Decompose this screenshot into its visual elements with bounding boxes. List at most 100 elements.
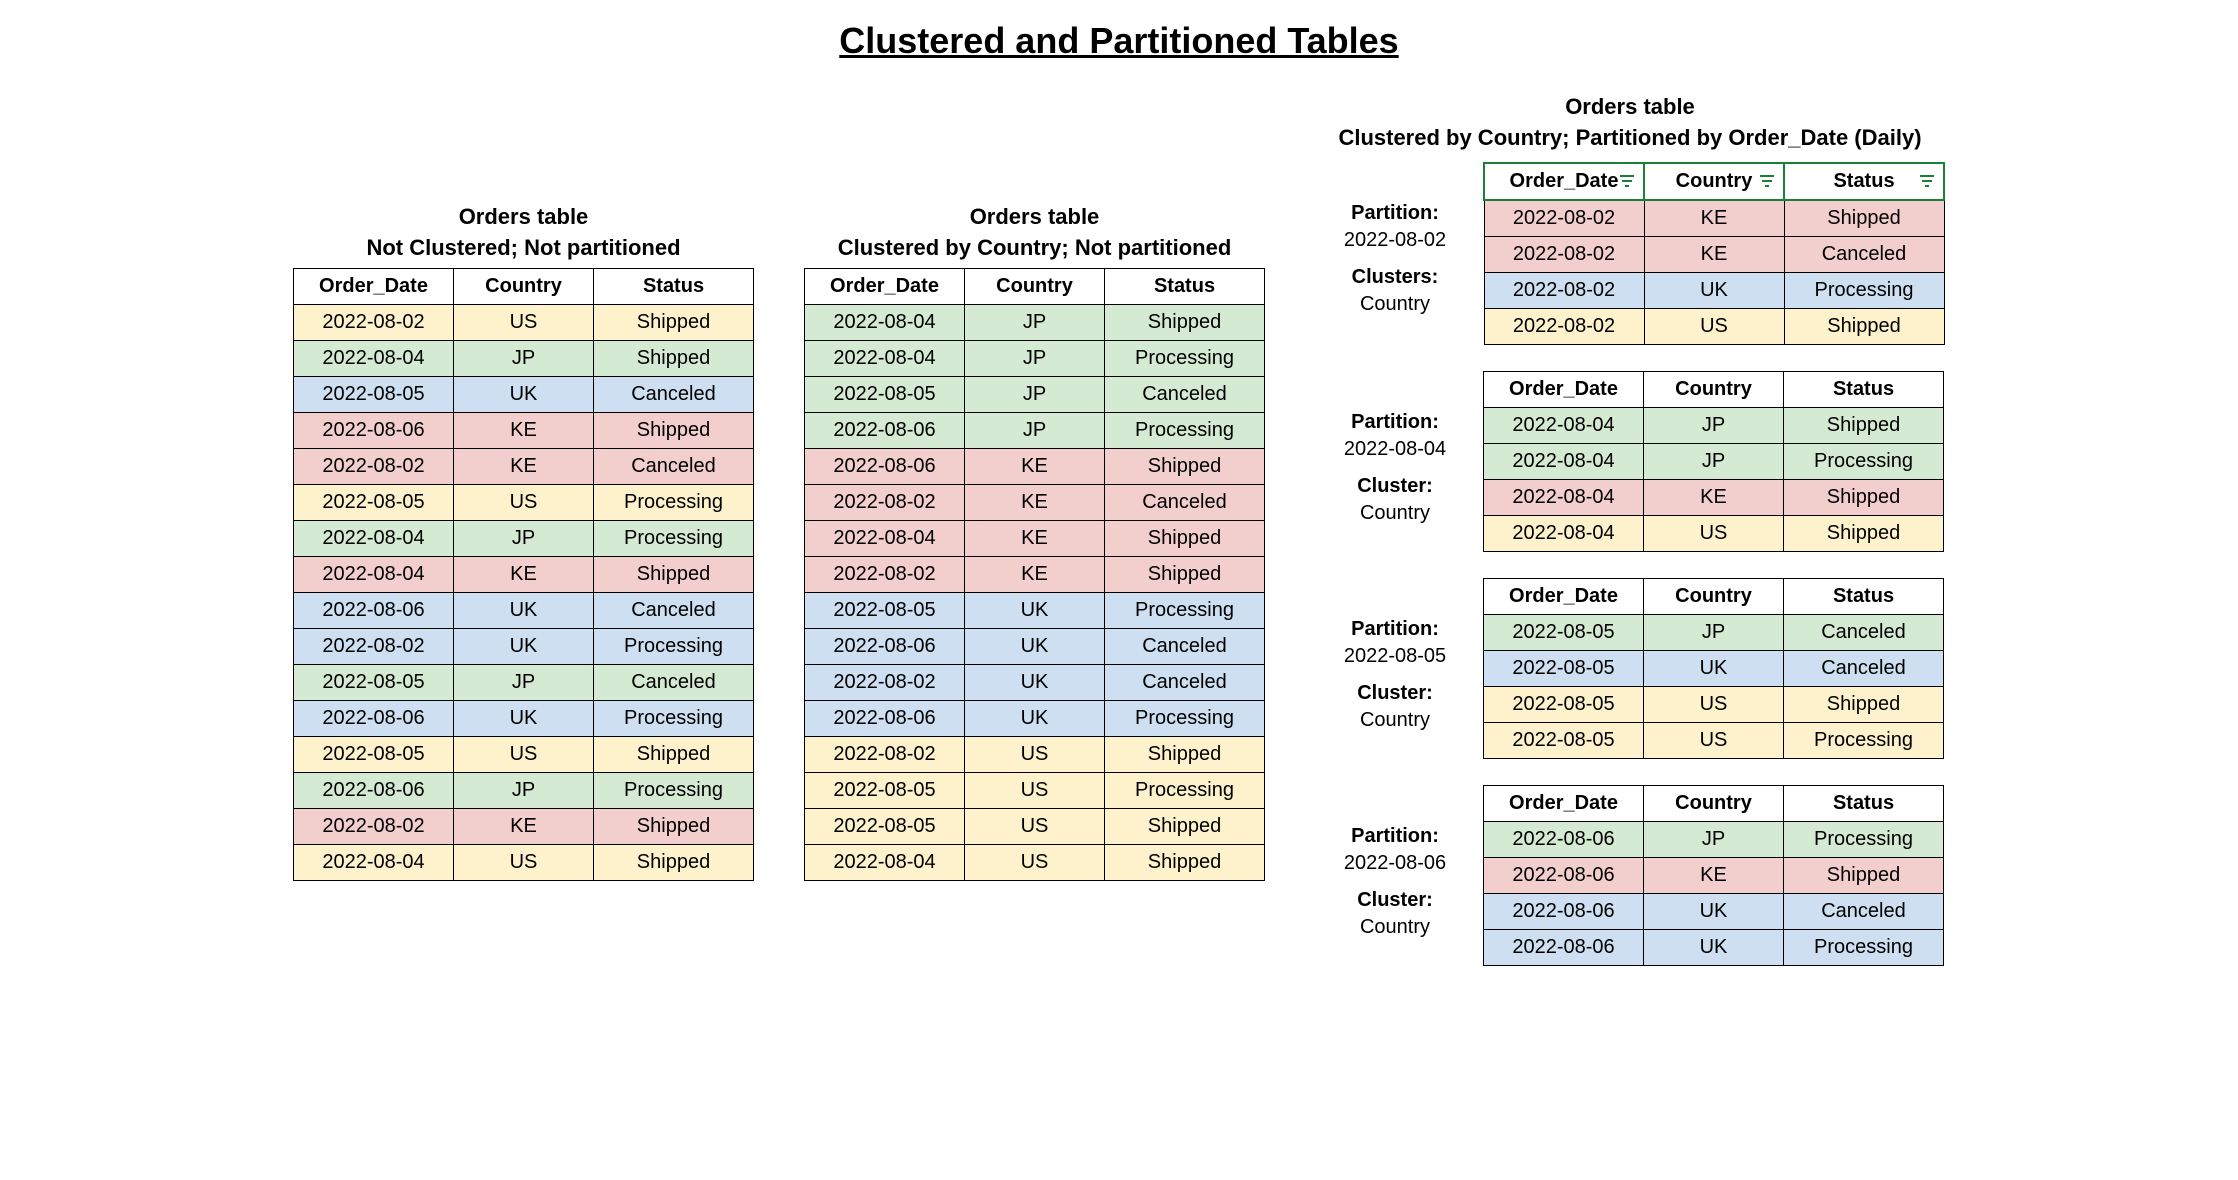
panel-subtitle: Not Clustered; Not partitioned [366, 233, 680, 264]
table-cell: US [1644, 515, 1784, 551]
table-cell: UK [965, 628, 1105, 664]
table-row: 2022-08-06UKCanceled [1484, 893, 1944, 929]
partition-group: Partition:2022-08-04Cluster:CountryOrder… [1315, 367, 1945, 552]
table-cell: 2022-08-02 [805, 664, 965, 700]
table-row: 2022-08-04JPShipped [1484, 407, 1944, 443]
table-cell: UK [965, 700, 1105, 736]
column-header: Status [1784, 578, 1944, 614]
table-cell: 2022-08-02 [294, 448, 454, 484]
table-cell: 2022-08-02 [1484, 236, 1644, 272]
partition-label-date: 2022-08-02 [1315, 227, 1475, 254]
panel-clustered: Orders table Clustered by Country; Not p… [804, 92, 1265, 881]
table-cell: UK [454, 700, 594, 736]
table-cell: 2022-08-04 [805, 304, 965, 340]
table-row: 2022-08-02USShipped [294, 304, 754, 340]
table-cell: 2022-08-05 [1484, 722, 1644, 758]
table-cell: US [965, 844, 1105, 880]
table-row: 2022-08-04USShipped [1484, 515, 1944, 551]
table-cell: KE [454, 808, 594, 844]
table-row: 2022-08-05USShipped [805, 808, 1265, 844]
partition-group: Partition:2022-08-06Cluster:CountryOrder… [1315, 781, 1945, 966]
table-cell: Canceled [594, 664, 754, 700]
table-cell: Canceled [1784, 614, 1944, 650]
table-cell: Processing [594, 484, 754, 520]
table-cell: KE [965, 484, 1105, 520]
table-row: 2022-08-02USShipped [1484, 308, 1944, 344]
table-cell: Shipped [1105, 448, 1265, 484]
table-cell: 2022-08-06 [1484, 821, 1644, 857]
panel-title: Orders table [970, 202, 1100, 233]
partition-label: Partition:2022-08-06Cluster:Country [1315, 781, 1475, 941]
table-cell: Shipped [1105, 556, 1265, 592]
table-cell: 2022-08-05 [294, 664, 454, 700]
table-row: 2022-08-05USProcessing [1484, 722, 1944, 758]
panel-partitioned: Orders table Clustered by Country; Parti… [1315, 92, 1945, 988]
table-row: 2022-08-04JPProcessing [1484, 443, 1944, 479]
table-cell: 2022-08-04 [294, 340, 454, 376]
table-cell: 2022-08-02 [1484, 308, 1644, 344]
partition-table: Order_DateCountryStatus2022-08-05JPCance… [1483, 578, 1944, 759]
table-cell: Shipped [1105, 736, 1265, 772]
table-cell: UK [454, 376, 594, 412]
table-cell: 2022-08-05 [805, 592, 965, 628]
table-cell: 2022-08-02 [805, 736, 965, 772]
column-header: Country [1644, 163, 1784, 200]
table-cell: 2022-08-06 [294, 592, 454, 628]
panel-not-clustered: Orders table Not Clustered; Not partitio… [293, 92, 754, 881]
table-row: 2022-08-02KEShipped [294, 808, 754, 844]
partition-label: Partition:2022-08-02Clusters:Country [1315, 158, 1475, 318]
table-cell: KE [454, 412, 594, 448]
table-cell: Canceled [1105, 376, 1265, 412]
table-row: 2022-08-06JPProcessing [294, 772, 754, 808]
table-row: 2022-08-06UKProcessing [294, 700, 754, 736]
table-cell: US [1644, 686, 1784, 722]
table-cell: 2022-08-06 [805, 412, 965, 448]
table-cell: US [454, 844, 594, 880]
table-row: 2022-08-06UKProcessing [1484, 929, 1944, 965]
table-row: 2022-08-02KECanceled [805, 484, 1265, 520]
table-row: 2022-08-06JPProcessing [1484, 821, 1944, 857]
table-row: 2022-08-05JPCanceled [294, 664, 754, 700]
column-header: Order_Date [805, 268, 965, 304]
table-row: 2022-08-02KECanceled [1484, 236, 1944, 272]
column-header: Country [1644, 578, 1784, 614]
table-cell: KE [965, 520, 1105, 556]
table-cell: Shipped [1105, 808, 1265, 844]
table-cell: JP [454, 340, 594, 376]
table-row: 2022-08-05USShipped [294, 736, 754, 772]
column-header: Status [1105, 268, 1265, 304]
table-cell: UK [1644, 893, 1784, 929]
table-cell: 2022-08-05 [294, 484, 454, 520]
cluster-label-field: Country [1315, 914, 1475, 941]
panel-subtitle: Clustered by Country; Not partitioned [838, 233, 1232, 264]
partition-label-date: 2022-08-06 [1315, 850, 1475, 877]
table-cell: Canceled [1784, 236, 1944, 272]
table-cell: KE [454, 448, 594, 484]
table-cell: Canceled [594, 592, 754, 628]
table-cell: US [965, 808, 1105, 844]
table-row: 2022-08-02UKProcessing [294, 628, 754, 664]
table-cell: 2022-08-04 [294, 556, 454, 592]
table-cell: US [454, 736, 594, 772]
partition-label-date: 2022-08-04 [1315, 436, 1475, 463]
table-cell: KE [965, 448, 1105, 484]
table-row: 2022-08-05UKProcessing [805, 592, 1265, 628]
cluster-label-field: Country [1315, 500, 1475, 527]
table-cell: 2022-08-06 [294, 772, 454, 808]
table-cell: JP [1644, 614, 1784, 650]
column-header: Order_Date [1484, 163, 1644, 200]
table-cell: Canceled [1105, 664, 1265, 700]
table-row: 2022-08-04USShipped [805, 844, 1265, 880]
table-cell: 2022-08-04 [805, 340, 965, 376]
table-row: 2022-08-06KEShipped [294, 412, 754, 448]
table-cell: Shipped [1784, 479, 1944, 515]
table-cell: 2022-08-02 [1484, 272, 1644, 308]
table-cell: Processing [1784, 443, 1944, 479]
table-cell: 2022-08-04 [805, 844, 965, 880]
table-row: 2022-08-06UKProcessing [805, 700, 1265, 736]
table-row: 2022-08-05USProcessing [805, 772, 1265, 808]
table-cell: Processing [1105, 700, 1265, 736]
table-cell: Shipped [594, 736, 754, 772]
table-cell: US [1644, 722, 1784, 758]
column-header: Country [965, 268, 1105, 304]
